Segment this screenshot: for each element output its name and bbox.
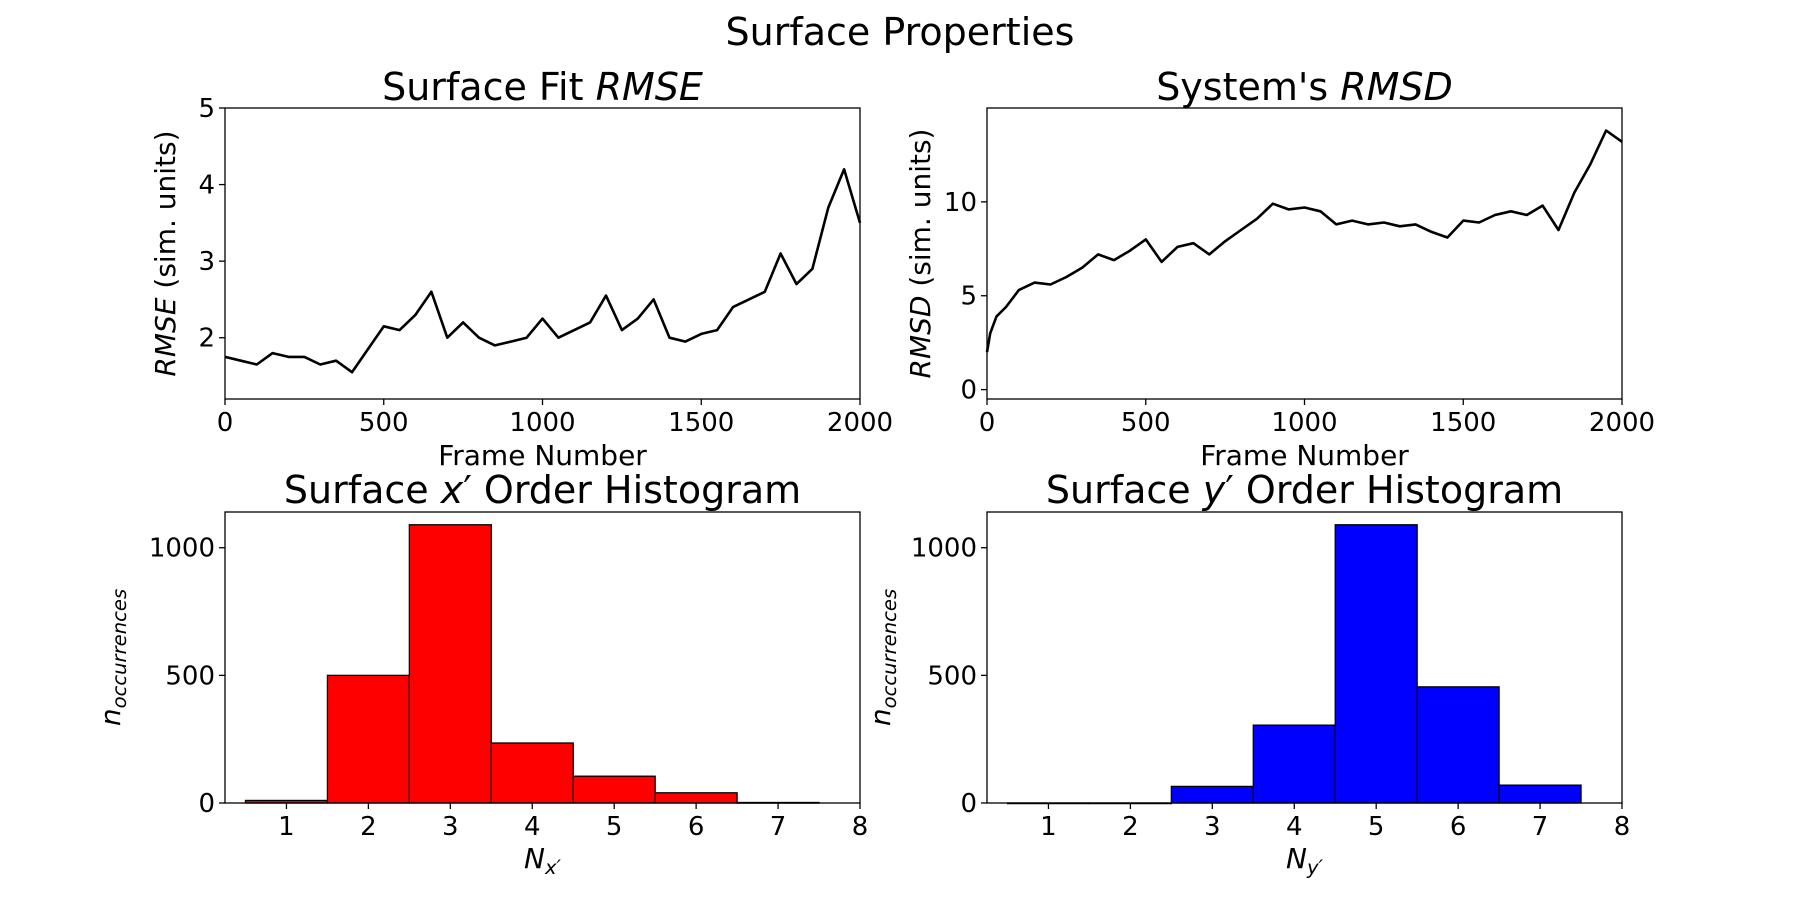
x-tick-label: 0 [979,408,996,438]
panel-title-part: Surface Fit [382,65,595,109]
panel-title-part: Surface [284,468,441,512]
panel-title-part: RMSE [596,65,703,109]
y-tick-label: 0 [960,789,977,819]
histogram-bar [1498,784,1582,804]
panel-rmse: 0 500 1000 1500 2000 2 3 4 5 Surface Fit RMSE Fram… [149,65,893,472]
panel-rmsd: 0 500 1000 1500 2000 0 5 10 System's RMSD Frame N… [904,65,1655,472]
y-axis-label-part: n [94,708,127,726]
x-tick-label: 500 [359,408,409,438]
x-tick-label: 7 [1532,812,1549,842]
x-tick-label: 4 [524,812,541,842]
panel-title-part: RMSD [1340,65,1453,109]
x-axis-label-part: x′ [544,856,562,879]
y-tick-label: 1000 [911,534,977,564]
y-axis-label-part: occurrences [108,589,131,709]
y-tick-label: 4 [198,171,215,201]
x-tick-label: 1000 [1271,408,1337,438]
y-axis-label: noccurrences [864,589,901,726]
y-axis-label: RMSE (sim. units) [149,130,182,376]
x-tick-label: 2 [1122,812,1139,842]
y-tick-label: 3 [198,247,215,277]
x-tick-label: 1 [278,812,295,842]
y-tick-label: 2 [198,324,215,354]
x-tick-label: 2000 [827,408,893,438]
y-axis-label-part: RMSE [149,297,182,376]
histogram-bar [654,792,738,804]
panel-title-part: ′ Order Histogram [463,468,801,512]
panel-title-part: y [1202,468,1226,512]
x-tick-label: 6 [1450,812,1467,842]
series-line [224,168,862,374]
y-axis-label: RMSD (sim. units) [904,129,937,379]
x-axis-label: Nx′ [524,842,562,879]
x-tick-label: 2 [360,812,377,842]
y-axis-label-part: n [864,708,897,726]
y-axis-label-part: occurrences [878,589,901,709]
x-tick-label: 2000 [1589,408,1655,438]
axes-frame [224,511,861,804]
x-axis-label: Ny′ [1286,842,1324,879]
y-tick-label: 500 [165,661,215,691]
y-axis-label-part: RMSD [904,296,937,379]
y-tick-label: 0 [198,789,215,819]
x-axis-label-part: N [1286,842,1307,875]
histogram-bar [490,742,574,804]
x-tick-label: 0 [217,408,234,438]
histogram-bar [1252,724,1336,804]
x-axis-label: Frame Number [438,439,647,472]
y-axis-label-part: (sim. units) [149,130,182,297]
x-axis-label-part: y′ [1306,856,1324,879]
x-tick-label: 8 [852,812,869,842]
x-axis-label: Frame Number [1200,439,1409,472]
panel-title: Surface Fit RMSE [382,65,703,109]
histogram-bar [572,775,656,804]
x-tick-label: 500 [1121,408,1171,438]
x-tick-label: 3 [1204,812,1221,842]
x-tick-label: 5 [1368,812,1385,842]
y-tick-label: 1000 [149,534,215,564]
panel-hist_y: 1 2 3 4 5 6 7 8 0 500 1000 Surface y′ Order Histogr… [864,468,1630,879]
histogram-bar [408,524,492,804]
axes-frame [986,511,1623,804]
x-tick-label: 7 [770,812,787,842]
x-tick-label: 5 [606,812,623,842]
series-line [985,129,1623,353]
y-axis-label-part: (sim. units) [904,129,937,296]
panel-title: System's RMSD [1156,65,1453,109]
x-tick-label: 3 [442,812,459,842]
panel-title: Surface y′ Order Histogram [1046,468,1563,512]
histogram-bar [1334,524,1418,804]
x-axis-label-part: N [524,842,545,875]
y-axis-label: noccurrences [94,589,131,726]
x-tick-label: 1500 [1430,408,1496,438]
x-tick-label: 6 [688,812,705,842]
figure-title: Surface Properties [726,10,1075,54]
panel-title-part: Surface [1046,468,1203,512]
panel-title: Surface x′ Order Histogram [284,468,801,512]
y-tick-label: 0 [960,376,977,406]
x-tick-label: 1 [1040,812,1057,842]
y-tick-label: 10 [944,188,977,218]
panel-hist_x: 1 2 3 4 5 6 7 8 0 500 1000 Surface x′ Order Histogr… [94,468,868,879]
x-tick-label: 4 [1286,812,1303,842]
y-tick-label: 500 [927,661,977,691]
y-tick-label: 5 [198,94,215,124]
x-tick-label: 1500 [668,408,734,438]
y-tick-label: 5 [960,282,977,312]
histogram-bar [326,674,411,804]
x-tick-label: 1000 [509,408,575,438]
panel-title-part: x [440,468,464,512]
panel-title-part: System's [1156,65,1340,109]
x-tick-label: 8 [1614,812,1631,842]
histogram-bar [1416,686,1500,804]
histogram-bar [1170,785,1254,804]
panel-title-part: ′ Order Histogram [1225,468,1563,512]
